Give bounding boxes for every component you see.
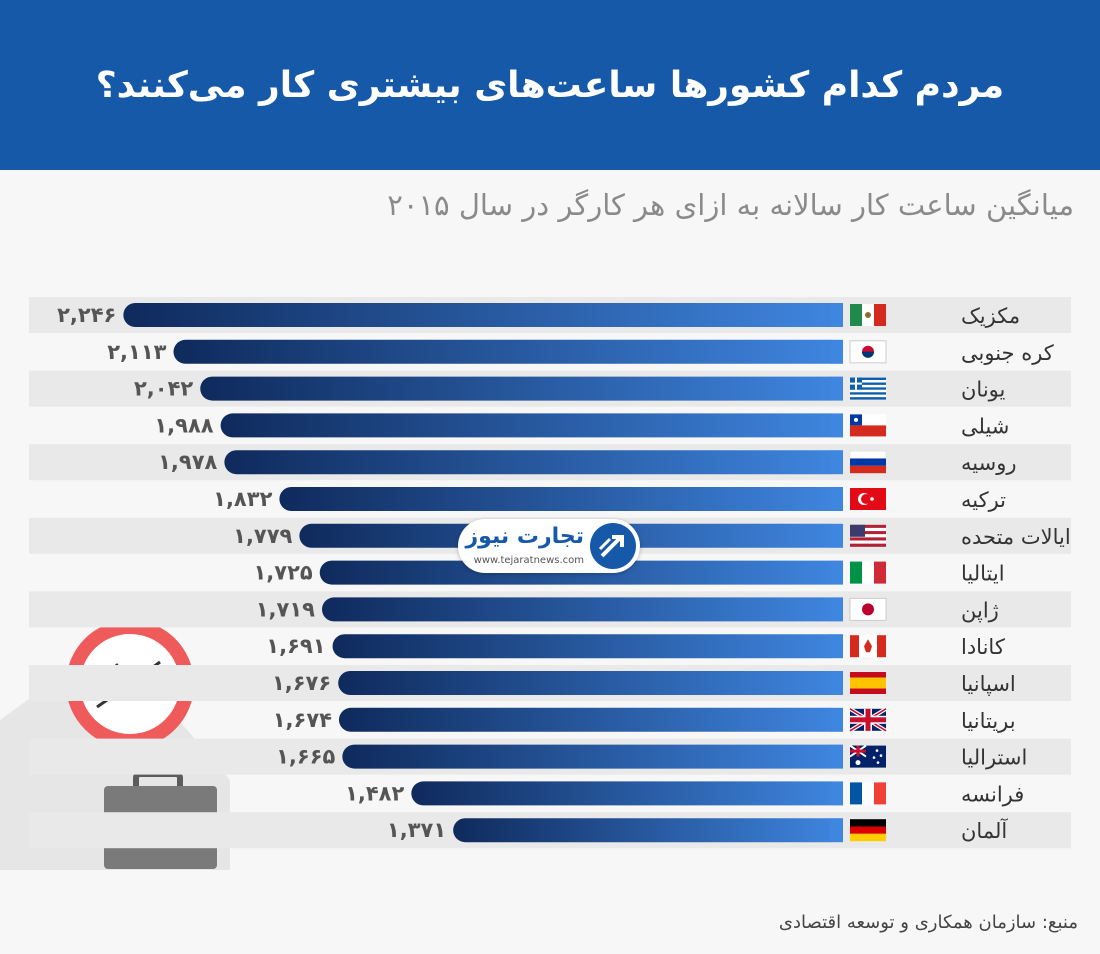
category-label: مکزیک: [961, 304, 1020, 328]
category-label: بریتانیا: [961, 709, 1016, 733]
logo-url: www.tejaratnews.com: [473, 555, 584, 566]
chile-flag-icon: [850, 414, 886, 437]
bar-end: [831, 450, 843, 475]
bar: [220, 413, 844, 438]
logo-name: تجارت نیوز: [465, 524, 584, 549]
bar-end: [831, 487, 843, 511]
bar: [338, 707, 843, 732]
category-label: فرانسه: [961, 782, 1024, 806]
bar-end: [831, 707, 843, 732]
value-label: ۱,۴۸۲: [345, 781, 404, 805]
bar-end: [831, 303, 843, 327]
category-label: ترکیه: [961, 488, 1006, 512]
russia-flag-icon: [849, 450, 887, 474]
value-label: ۲,۰۴۲: [134, 377, 193, 401]
bar-end: [831, 339, 843, 364]
bar: [453, 818, 843, 843]
bar: [279, 487, 843, 511]
page-title: مردم کدام کشورها ساعت‌های بیشتری کار می‌…: [95, 64, 1005, 106]
canada-flag-icon: [850, 635, 886, 658]
value-label: ۱,۹۸۸: [154, 413, 213, 437]
germany-flag-icon: [850, 819, 886, 842]
source-note: منبع: سازمان همکاری و توسعه اقتصادی: [778, 912, 1078, 933]
bar-end: [831, 413, 843, 438]
bar-end: [831, 671, 843, 695]
mexico-flag-icon: [850, 304, 886, 326]
category-label: کره جنوبی: [961, 341, 1054, 365]
category-label: اسپانیا: [961, 672, 1016, 696]
bar-end: [831, 560, 843, 585]
bar: [332, 634, 843, 659]
bar: [224, 450, 843, 475]
value-label: ۱,۷۷۹: [233, 524, 292, 548]
bar: [338, 671, 843, 695]
italy-flag-icon: [850, 561, 886, 584]
bar: [321, 597, 843, 622]
south-korea-flag-icon: [849, 340, 887, 364]
bar-end: [831, 597, 843, 622]
category-label: روسیه: [961, 451, 1016, 475]
spain-flag-icon: [850, 672, 886, 694]
logo-arrow-icon: [590, 523, 636, 569]
value-label: ۱,۶۷۴: [273, 708, 332, 732]
japan-flag-icon: [849, 597, 887, 621]
category-label: کانادا: [961, 635, 1005, 659]
bar: [342, 744, 843, 769]
uk-flag-icon: [848, 707, 888, 733]
value-label: ۱,۷۲۵: [253, 561, 312, 585]
bar: [173, 339, 843, 364]
value-label: ۱,۶۶۵: [276, 745, 335, 769]
category-label: ژاپن: [961, 598, 999, 622]
value-label: ۱,۶۹۱: [266, 634, 325, 658]
category-label: استرالیا: [961, 746, 1027, 770]
category-label: شیلی: [961, 414, 1009, 438]
category-label: یونان: [961, 378, 1006, 402]
turkey-flag-icon: [850, 488, 886, 510]
bar-end: [831, 523, 843, 548]
bar-end: [831, 781, 843, 806]
value-label: ۱,۶۷۶: [272, 671, 331, 695]
category-label: آلمان: [961, 818, 1008, 843]
chart-subtitle: میانگین ساعت کار سالانه به ازای هر کارگر…: [387, 188, 1074, 222]
value-label: ۱,۸۳۲: [213, 487, 272, 511]
bar: [200, 376, 843, 401]
watermark-logo: تجارت نیوز www.tejaratnews.com: [458, 519, 640, 573]
value-label: ۱,۹۷۸: [158, 450, 217, 474]
header-banner: [0, 0, 1100, 170]
value-label: ۲,۱۱۳: [107, 340, 166, 364]
bar-end: [831, 634, 843, 659]
bar-end: [831, 818, 843, 843]
usa-flag-icon: [850, 524, 886, 547]
value-label: ۱,۷۱۹: [256, 597, 315, 621]
bar: [123, 303, 844, 327]
category-label: ایتالیا: [961, 562, 1005, 586]
value-label: ۱,۳۷۱: [387, 818, 446, 842]
value-label: ۲,۲۴۶: [57, 303, 116, 327]
greece-flag-icon: [850, 377, 886, 400]
bar-end: [831, 744, 843, 769]
bar: [411, 781, 843, 806]
australia-flag-icon: [849, 744, 886, 768]
bar-end: [831, 376, 843, 401]
france-flag-icon: [850, 782, 886, 805]
category-label: ایالات متحده: [961, 525, 1071, 549]
